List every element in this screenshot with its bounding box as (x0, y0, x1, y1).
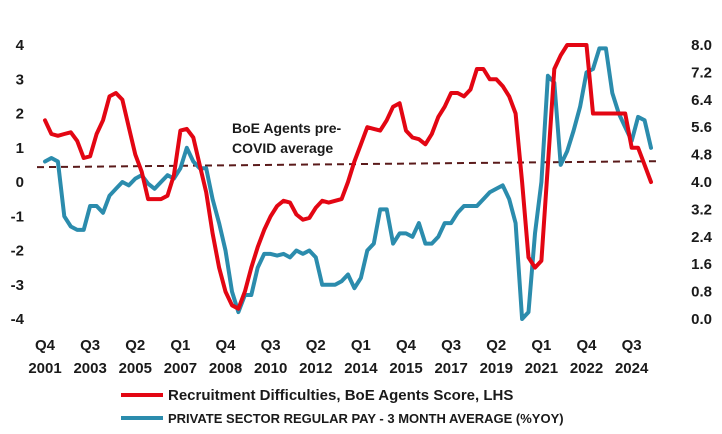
right-axis-tick-label: 3.2 (691, 201, 712, 218)
x-axis-year-label: 2010 (254, 360, 287, 377)
x-axis-tick-labels: Q4 2001 Q3 2003 Q2 2005 Q1 2007 Q4 2008 Q3 2010 Q2 20… (28, 337, 649, 377)
pre-covid-average-line (36, 160, 661, 169)
right-axis-tick-label: 6.4 (691, 92, 713, 109)
x-axis-quarter-label: Q1 (351, 337, 371, 354)
left-axis-tick-label: 0 (16, 174, 24, 191)
x-axis-year-label: 2015 (389, 360, 422, 377)
x-axis-quarter-label: Q4 (35, 337, 56, 354)
left-axis-tick-labels: 4 3 2 1 0 -1 -2 -3 -4 (11, 37, 25, 328)
right-axis-tick-label: 7.2 (691, 64, 712, 81)
x-axis-quarter-label: Q3 (441, 337, 461, 354)
x-axis-quarter-label: Q4 (396, 337, 417, 354)
left-axis-tick-label: -2 (11, 243, 24, 260)
x-axis-quarter-label: Q1 (170, 337, 190, 354)
right-axis-tick-label: 0.0 (691, 311, 712, 328)
right-axis-tick-label: 2.4 (691, 229, 713, 246)
left-axis-tick-label: -3 (11, 277, 24, 294)
x-axis-year-label: 2017 (434, 360, 467, 377)
left-axis-tick-label: 1 (16, 140, 24, 157)
series-recruitment-difficulties-line (43, 43, 653, 311)
x-axis-quarter-label: Q2 (306, 337, 326, 354)
left-axis-tick-label: -1 (11, 208, 24, 225)
right-axis-tick-labels: 8.0 7.2 6.4 5.6 4.8 4.0 3.2 2.4 1.6 0.8 0.0 (691, 37, 713, 328)
x-axis-year-label: 2005 (119, 360, 152, 377)
series-pay-growth-line (43, 46, 653, 321)
x-axis-quarter-label: Q4 (577, 337, 598, 354)
x-axis-year-label: 2001 (28, 360, 61, 377)
x-axis-year-label: 2019 (480, 360, 513, 377)
left-axis-tick-label: -4 (11, 311, 25, 328)
x-axis-year-label: 2021 (525, 360, 558, 377)
right-axis-tick-label: 5.6 (691, 119, 712, 136)
right-axis-tick-label: 1.6 (691, 256, 712, 273)
x-axis-quarter-label: Q3 (261, 337, 281, 354)
reference-line-label-line2: COVID average (232, 140, 333, 156)
x-axis-year-label: 2003 (73, 360, 106, 377)
x-axis-quarter-label: Q2 (125, 337, 145, 354)
right-axis-tick-label: 4.8 (691, 147, 712, 164)
x-axis-quarter-label: Q1 (531, 337, 551, 354)
x-axis-year-label: 2012 (299, 360, 332, 377)
x-axis-year-label: 2008 (209, 360, 242, 377)
x-axis-year-label: 2024 (615, 360, 649, 377)
x-axis-quarter-label: Q4 (216, 337, 237, 354)
right-axis-tick-label: 0.8 (691, 284, 712, 301)
left-axis-tick-label: 2 (16, 106, 24, 123)
x-axis-quarter-label: Q3 (80, 337, 100, 354)
x-axis-year-label: 2007 (164, 360, 197, 377)
legend-label-pay: PRIVATE SECTOR REGULAR PAY - 3 MONTH AVE… (168, 411, 564, 426)
reference-line-label-line1: BoE Agents pre- (232, 120, 341, 136)
legend-label-recruitment: Recruitment Difficulties, BoE Agents Sco… (168, 387, 513, 404)
right-axis-tick-label: 8.0 (691, 37, 712, 54)
x-axis-year-label: 2014 (344, 360, 378, 377)
left-axis-tick-label: 4 (16, 37, 25, 54)
x-axis-year-label: 2022 (570, 360, 603, 377)
left-axis-tick-label: 3 (16, 71, 24, 88)
x-axis-quarter-label: Q3 (622, 337, 642, 354)
right-axis-tick-label: 4.0 (691, 174, 712, 191)
x-axis-quarter-label: Q2 (486, 337, 506, 354)
